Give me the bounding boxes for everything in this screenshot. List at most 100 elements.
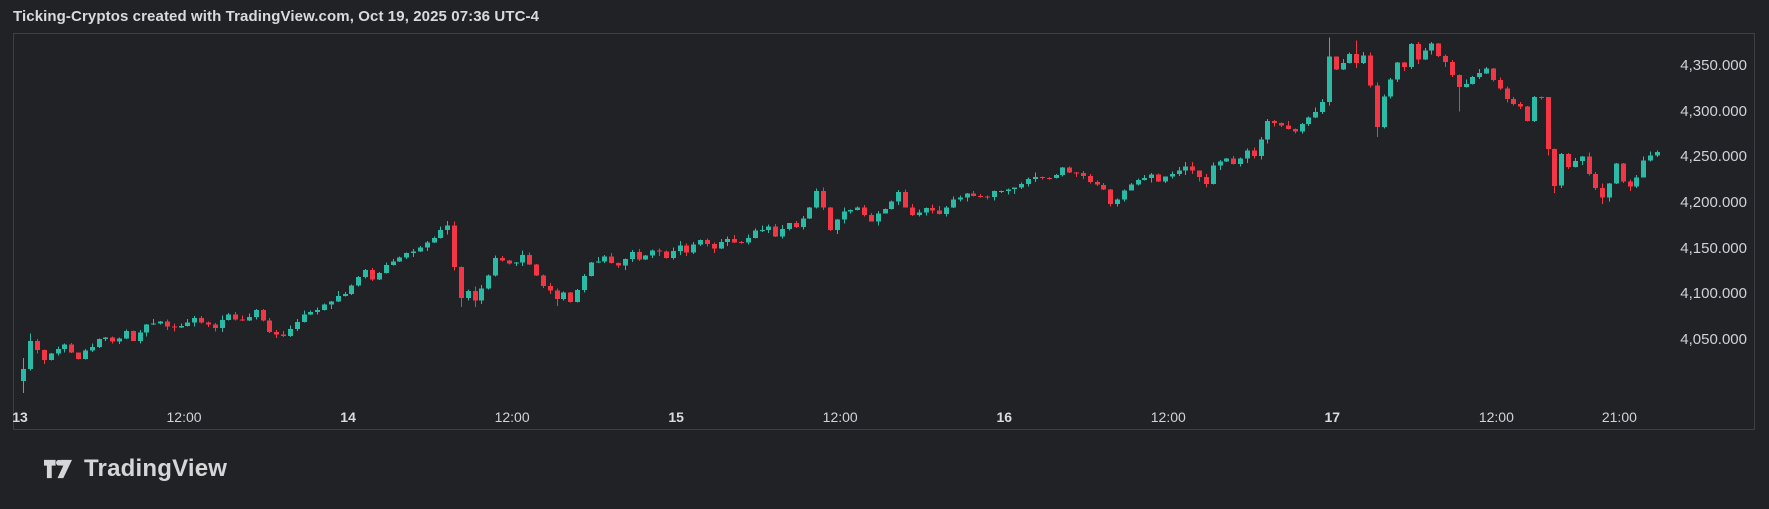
candle-body: [1464, 84, 1469, 87]
candle-body: [199, 317, 204, 323]
candle-body: [370, 269, 375, 280]
candle-body: [356, 277, 361, 286]
candle-body: [1402, 62, 1407, 67]
candle-body: [1095, 181, 1100, 185]
candle-body: [862, 207, 867, 215]
candle-body: [1457, 75, 1462, 87]
candle-body: [179, 326, 184, 328]
candle-body: [432, 237, 437, 243]
candle-body: [220, 320, 225, 328]
candle-body: [937, 210, 942, 214]
candle-body: [438, 229, 443, 238]
time-axis-label: 13: [12, 409, 28, 425]
candle-body: [814, 190, 819, 208]
candle-body: [712, 244, 717, 249]
price-axis-label: 4,150.000: [1680, 239, 1747, 257]
time-axis-label: 17: [1324, 409, 1341, 425]
candle-body: [473, 291, 478, 301]
candle-body: [602, 256, 607, 262]
candle-body: [363, 269, 368, 278]
candle-body: [787, 223, 792, 229]
candle-body: [397, 257, 402, 262]
time-axis-label: 15: [668, 409, 684, 425]
candle-body: [910, 207, 915, 215]
candle-body: [1040, 177, 1045, 179]
candle-body: [1347, 54, 1352, 64]
candle-body: [1231, 158, 1236, 165]
candle-body: [1286, 125, 1291, 129]
candle-body: [1054, 175, 1059, 179]
candle-body: [493, 258, 498, 276]
candle-body: [1477, 73, 1482, 77]
candle-body: [1600, 187, 1605, 198]
candle-body: [288, 329, 293, 337]
candle-body: [185, 322, 190, 327]
candle-body: [97, 339, 102, 347]
candle-body: [746, 238, 751, 243]
candle-body: [411, 251, 416, 254]
candle-body: [1423, 50, 1428, 60]
candle-body: [1354, 54, 1359, 64]
candle-body: [315, 309, 320, 313]
candle-body: [794, 223, 799, 227]
candle-body: [192, 317, 197, 323]
candle-body: [698, 240, 703, 245]
time-axis-label: 21:00: [1601, 409, 1637, 425]
candle-body: [103, 337, 108, 340]
candle-body: [1614, 163, 1619, 184]
candle-body: [1607, 183, 1612, 198]
candle-body: [247, 316, 252, 321]
candle-body: [1450, 62, 1455, 76]
candle-body: [1006, 189, 1011, 191]
candle-body: [1088, 175, 1093, 182]
candle-body: [1074, 172, 1079, 174]
candle-body: [322, 304, 327, 310]
candle-body: [1655, 151, 1660, 156]
candle-body: [1211, 165, 1216, 184]
time-axis-label: 14: [340, 409, 356, 425]
candle-body: [889, 201, 894, 209]
candle-body: [452, 225, 457, 267]
candle-body: [233, 314, 238, 320]
candle-body: [1272, 120, 1277, 124]
candle-body: [678, 245, 683, 251]
candle-body: [76, 352, 81, 360]
candle-body: [445, 225, 450, 230]
candle-body: [1470, 76, 1475, 84]
candle-body: [1279, 123, 1284, 126]
candle-body: [35, 341, 40, 350]
candle-body: [1224, 158, 1229, 162]
candle-body: [561, 292, 566, 300]
time-axis-label: 16: [996, 409, 1013, 425]
candle-body: [418, 247, 423, 252]
candle-body: [555, 290, 560, 300]
candle-body: [760, 229, 765, 231]
candle-body: [49, 353, 54, 361]
candle-body: [1334, 56, 1339, 70]
tradingview-logo[interactable]: TradingView: [44, 455, 227, 483]
candle-body: [1634, 177, 1639, 187]
candle-body: [1525, 106, 1530, 122]
candle-body: [295, 321, 300, 330]
candle-body: [1443, 56, 1448, 63]
candle-body: [1300, 124, 1305, 132]
candle-body: [691, 244, 696, 253]
candle-body: [684, 245, 689, 253]
candle-body: [1648, 155, 1653, 161]
candle-body: [1190, 166, 1195, 171]
candle-body: [281, 334, 286, 337]
candle-body: [876, 213, 881, 222]
candle-body: [1532, 97, 1537, 122]
candle-body: [377, 273, 382, 280]
candle-body: [1546, 97, 1551, 150]
candle-body: [1238, 158, 1243, 165]
candle-body: [1265, 120, 1270, 140]
candle-body: [117, 338, 122, 342]
candle-body: [1163, 176, 1168, 182]
candle-body: [582, 275, 587, 291]
candle-body: [1327, 56, 1332, 102]
candle-body: [1320, 101, 1325, 113]
candle-body: [1019, 184, 1024, 188]
candle-body: [1341, 63, 1346, 70]
